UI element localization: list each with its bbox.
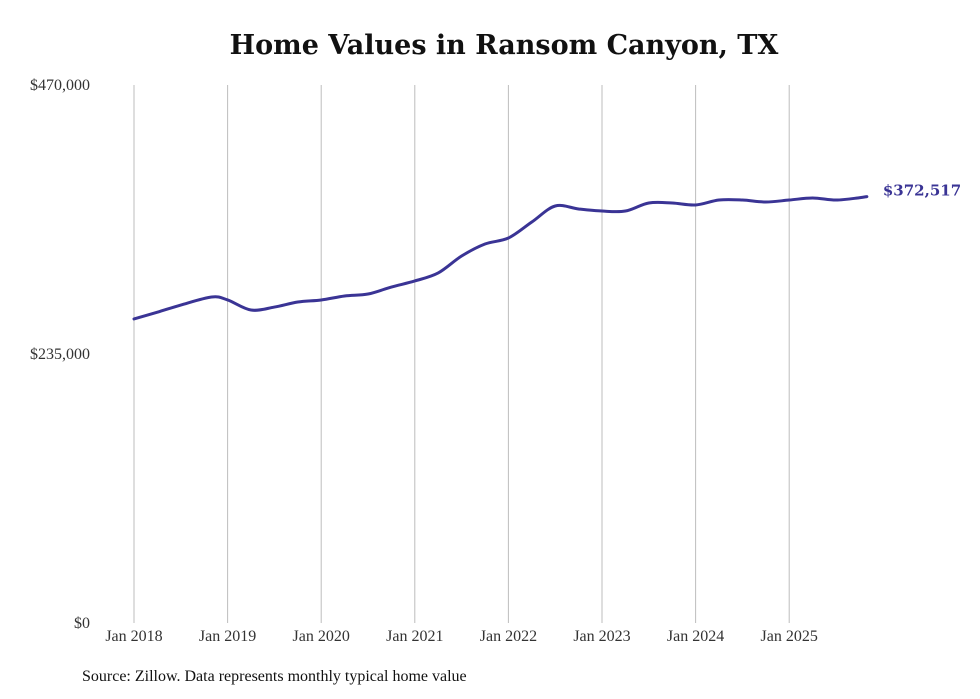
x-tick-label: Jan 2022 [480, 628, 537, 645]
x-tick-label: Jan 2020 [293, 628, 350, 645]
x-tick-label: Jan 2018 [105, 628, 162, 645]
x-tick-label: Jan 2025 [761, 628, 818, 645]
chart-title: Home Values in Ransom Canyon, TX [229, 30, 779, 61]
x-tick-label: Jan 2023 [573, 628, 630, 645]
x-tick-label: Jan 2021 [386, 628, 443, 645]
y-tick-label: $470,000 [30, 77, 90, 94]
source-note: Source: Zillow. Data represents monthly … [82, 668, 467, 685]
end-value-label: $372,517 [883, 182, 961, 200]
home-value-line [132, 195, 869, 321]
x-tick-label: Jan 2019 [199, 628, 256, 645]
y-tick-label: $235,000 [30, 346, 90, 363]
y-tick-label: $0 [74, 615, 90, 632]
x-tick-label: Jan 2024 [667, 628, 724, 645]
